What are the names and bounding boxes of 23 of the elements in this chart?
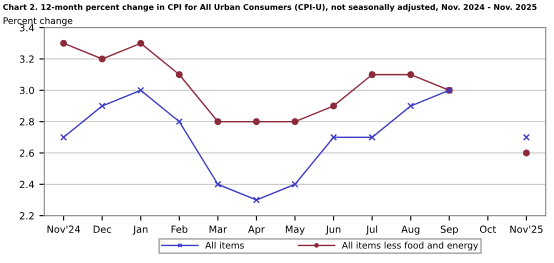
x-tick-label: Jan (132, 226, 148, 235)
x-tick-label: Mar (210, 226, 228, 233)
x-tick-label: Aug (401, 226, 420, 235)
y-tick-label: 3.0 (20, 86, 34, 94)
y-tick-label: 2.8 (20, 118, 34, 126)
x-tick-label: Nov'25 (510, 226, 543, 233)
legend-label: All items less food and energy (342, 242, 478, 250)
x-tick-label: Jul (366, 225, 378, 235)
x-tick-label: Oct (480, 226, 496, 233)
x-tick-label: Jun (325, 226, 340, 235)
y-tick-label: 2.6 (20, 149, 34, 157)
x-tick-label: Dec (94, 226, 111, 233)
legend-label: All items (205, 242, 244, 249)
x-tick-label: Nov'24 (48, 226, 80, 233)
y-tick-label: 2.2 (20, 212, 34, 220)
x-tick-label: Sep (440, 226, 458, 235)
y-tick-label: 3.4 (20, 24, 34, 32)
y-axis-title: Percent change (4, 17, 72, 26)
x-tick-label: May (286, 226, 305, 235)
x-tick-label: Feb (172, 225, 188, 233)
y-tick-label: 3.2 (20, 55, 34, 63)
y-tick-label: 2.4 (20, 180, 34, 188)
x-tick-label: Apr (248, 226, 265, 235)
